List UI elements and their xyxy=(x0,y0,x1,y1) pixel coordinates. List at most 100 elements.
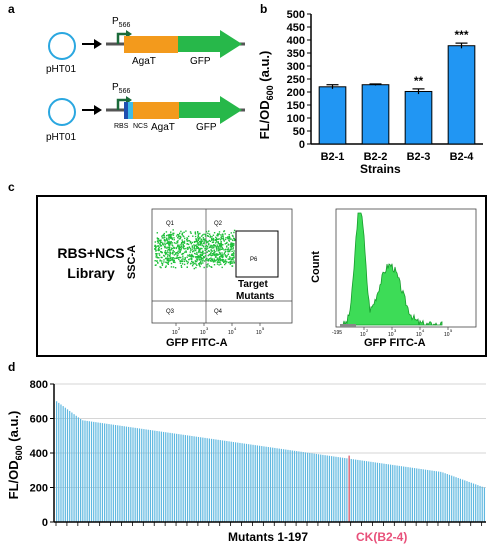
scatter-dot xyxy=(202,252,204,254)
chart-d-bar xyxy=(141,428,143,522)
chart-d-bar xyxy=(429,470,431,522)
scatter-dot xyxy=(199,251,202,253)
scatter-dot xyxy=(157,245,160,247)
scatter-dot xyxy=(162,244,165,246)
scatter-dot xyxy=(197,235,199,238)
chart-d-bar xyxy=(93,421,95,522)
scatter-dot xyxy=(182,246,184,249)
scatter-dot xyxy=(198,255,201,257)
chart-d-bar xyxy=(265,446,267,522)
scatter-dot xyxy=(165,253,167,256)
hist-xtick-label: 10 xyxy=(388,332,394,338)
scatter-dot xyxy=(161,241,163,244)
scatter-dot xyxy=(209,253,212,255)
scatter-dot xyxy=(169,259,171,262)
chart-b-ytick-label: 200 xyxy=(287,87,305,99)
scatter-dot xyxy=(228,240,231,242)
chart-d-bar xyxy=(276,448,278,522)
scatter-dot xyxy=(206,248,208,250)
chart-d-bar xyxy=(346,458,348,522)
scatter-dot xyxy=(204,235,207,237)
scatter-dot xyxy=(195,238,197,240)
scatter-dot xyxy=(225,261,227,263)
chart-d-bar xyxy=(455,477,457,522)
scatter-dot xyxy=(195,239,198,241)
hist-xtick-exp: 5 xyxy=(450,328,453,333)
scatter-dot xyxy=(203,260,206,262)
scatter-dot xyxy=(170,266,173,268)
chart-d-bar xyxy=(178,434,180,522)
scatter-dot xyxy=(209,240,212,242)
scatter-dot xyxy=(233,239,236,242)
scatter-dot xyxy=(220,254,222,256)
chart-d-bar xyxy=(226,441,228,522)
scatter-dot xyxy=(170,262,173,265)
scatter-dot xyxy=(157,241,160,243)
scatter-dot xyxy=(220,236,222,238)
chart-d-bar xyxy=(176,433,178,522)
chart-d-bar xyxy=(252,444,254,522)
scatter-dot xyxy=(162,234,164,237)
panel-c-frame: RBS+NCS Library Q1 Q2 Q3 Q4 P6 Target Mu… xyxy=(36,195,487,357)
scatter-dot xyxy=(168,241,170,244)
scatter-dot xyxy=(222,238,225,240)
scatter-dot xyxy=(213,251,216,253)
scatter-dot xyxy=(155,256,157,258)
scatter-dot xyxy=(157,248,160,250)
chart-d-bar xyxy=(130,427,132,522)
chart-d-bar xyxy=(337,457,339,522)
chart-d-bar xyxy=(302,452,304,522)
scatter-dot xyxy=(196,240,199,242)
scatter-dot xyxy=(229,261,232,263)
scatter-dot xyxy=(213,244,215,246)
scatter-dot xyxy=(210,260,212,262)
scatter-dot xyxy=(229,249,231,251)
scatter-dot xyxy=(218,233,220,235)
chart-d-bar xyxy=(158,431,160,522)
scatter-dot xyxy=(190,255,192,257)
chart-b-xlabel: Strains xyxy=(360,162,401,176)
histogram-area xyxy=(342,212,443,327)
ncs-block xyxy=(128,102,133,119)
scatter-xtick-exp: 3 xyxy=(206,326,209,331)
scatter-dot xyxy=(171,259,173,261)
promoter-arrow-2 xyxy=(116,98,126,110)
chart-d-bar xyxy=(64,407,66,522)
scatter-dot xyxy=(172,229,174,231)
scatter-dot xyxy=(191,246,194,248)
scatter-dot xyxy=(221,233,224,235)
scatter-dot xyxy=(201,247,203,250)
chart-d-bar xyxy=(333,456,335,522)
scatter-dot xyxy=(208,253,210,256)
scatter-dot xyxy=(171,242,173,244)
scatter-dot xyxy=(228,258,230,260)
scatter-dot xyxy=(209,246,212,248)
scatter-dot xyxy=(234,238,236,241)
scatter-dot xyxy=(156,237,159,240)
panel-d-letter: d xyxy=(8,360,16,374)
chart-d-bar xyxy=(119,425,121,522)
chart-d-bar xyxy=(88,421,90,522)
chart-d-bar xyxy=(361,460,363,522)
scatter-dot xyxy=(192,261,194,263)
scatter-dot xyxy=(218,248,221,250)
scatter-dot xyxy=(160,247,163,250)
scatter-dot xyxy=(216,238,218,241)
scatter-dot xyxy=(183,242,186,244)
scatter-dot xyxy=(213,252,215,254)
scatter-dot xyxy=(161,262,163,264)
scatter-dot xyxy=(156,245,159,247)
chart-d-bar xyxy=(195,436,197,522)
scatter-dot xyxy=(197,255,199,257)
chart-d-ytick-label: 600 xyxy=(30,414,48,426)
scatter-dot xyxy=(175,257,178,259)
scatter-dot xyxy=(223,252,226,255)
scatter-dot xyxy=(229,257,231,260)
scatter-dot xyxy=(196,258,199,260)
chart-d-bar xyxy=(313,453,315,522)
scatter-dot xyxy=(168,242,170,245)
scatter-dot xyxy=(216,263,219,265)
scatter-dot xyxy=(218,264,220,266)
chart-d-bar xyxy=(405,466,407,522)
chart-d-bar xyxy=(431,470,433,522)
